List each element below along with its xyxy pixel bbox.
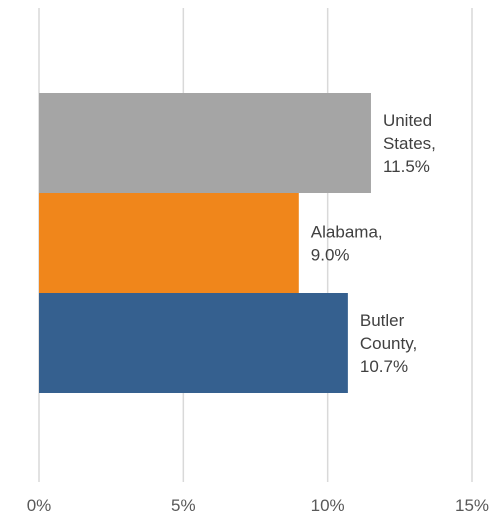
- x-tick-label: 15%: [455, 496, 489, 515]
- data-label-line: United: [383, 111, 432, 130]
- bar-alabama: [39, 193, 299, 293]
- data-label-line: Alabama,: [311, 223, 383, 242]
- data-label-line: 10.7%: [360, 357, 408, 376]
- data-label: Butler County, 10.7%: [360, 311, 417, 376]
- data-label: Alabama, 9.0%: [311, 223, 383, 265]
- bar-united-states: [39, 93, 371, 193]
- x-axis-tick-labels: 0% 5% 10% 15%: [27, 496, 489, 515]
- data-label: United States, 11.5%: [383, 111, 436, 176]
- data-labels: United States, 11.5% Alabama, 9.0% Butler Coun…: [311, 111, 436, 376]
- data-label-line: Butler: [360, 311, 405, 330]
- data-label-line: 11.5%: [383, 157, 430, 176]
- data-label-line: 9.0%: [311, 246, 350, 265]
- data-label-line: County,: [360, 334, 417, 353]
- x-tick-label: 0%: [27, 496, 52, 515]
- x-tick-label: 5%: [171, 496, 196, 515]
- data-label-line: States,: [383, 134, 436, 153]
- x-tick-label: 10%: [311, 496, 345, 515]
- bar-butler-county: [39, 293, 348, 393]
- bars: [39, 93, 371, 393]
